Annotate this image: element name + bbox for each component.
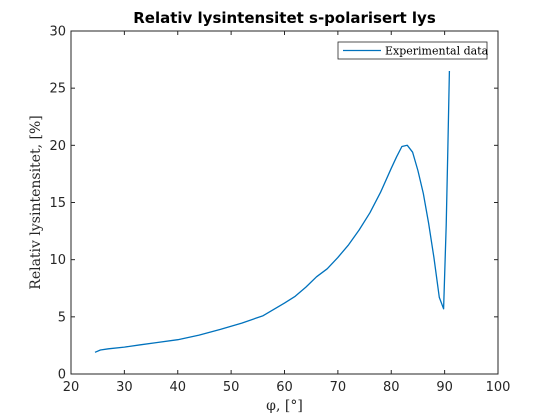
chart-title: Relativ lysintensitet s-polarisert lys xyxy=(133,9,436,27)
legend: Experimental data xyxy=(338,42,489,59)
x-tick-label: 90 xyxy=(436,380,453,395)
x-tick-label: 80 xyxy=(383,380,400,395)
y-tick-label: 25 xyxy=(49,82,66,97)
x-tick-label: 40 xyxy=(169,380,186,395)
y-tick-label: 30 xyxy=(49,25,66,40)
y-tick-label: 0 xyxy=(58,368,66,383)
x-tick-label: 100 xyxy=(486,380,511,395)
x-tick-label: 70 xyxy=(330,380,347,395)
plot-area xyxy=(71,31,498,374)
y-tick-label: 10 xyxy=(49,253,66,268)
x-tick-label: 50 xyxy=(223,380,240,395)
y-tick-label: 15 xyxy=(49,196,66,211)
y-axis-label: Relativ lysintensitet, [%] xyxy=(28,115,44,289)
y-tick-label: 20 xyxy=(49,139,66,154)
y-tick-label: 5 xyxy=(58,310,66,325)
x-tick-label: 60 xyxy=(276,380,293,395)
legend-label: Experimental data xyxy=(385,45,489,58)
x-tick-label: 30 xyxy=(116,380,133,395)
x-axis-label: φ, [°] xyxy=(266,398,303,414)
